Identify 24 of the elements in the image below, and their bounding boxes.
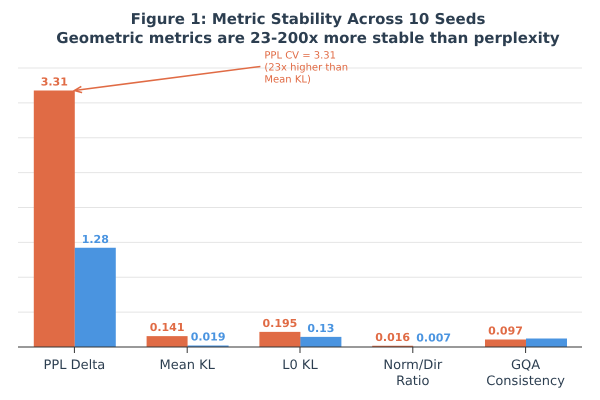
bar (484, 339, 526, 347)
data-label: 0.195 (262, 316, 298, 330)
data-label: 0.019 (190, 330, 226, 344)
chart-subtitle: Geometric metrics are 23-200x more stable than perplexity (55, 29, 561, 48)
bar (300, 336, 342, 347)
bar (146, 336, 188, 347)
chart-title: Figure 1: Metric Stability Across 10 Seeds (130, 10, 486, 29)
x-tick-label: PPL Delta (44, 358, 106, 373)
x-tick-label: L0 KL (282, 358, 318, 373)
data-label: 0.007 (416, 331, 452, 344)
bar (34, 90, 75, 347)
data-label: 0.016 (375, 330, 410, 344)
data-label: 0.13 (307, 322, 334, 335)
data-label: 0.141 (150, 321, 184, 334)
bar (74, 248, 116, 347)
bar (526, 338, 567, 347)
data-label: 1.28 (82, 232, 109, 246)
data-label: 3.31 (40, 75, 68, 88)
x-tick-label: GQA Consistency (486, 358, 566, 389)
x-tick-label: Norm/Dir Ratio (383, 358, 443, 389)
annotation: PPL CV = 3.31 (23x higher than Mean KL) (264, 50, 348, 86)
x-tick-label: Mean KL (160, 358, 216, 373)
data-label: 0.097 (488, 324, 523, 338)
bar (259, 332, 300, 347)
